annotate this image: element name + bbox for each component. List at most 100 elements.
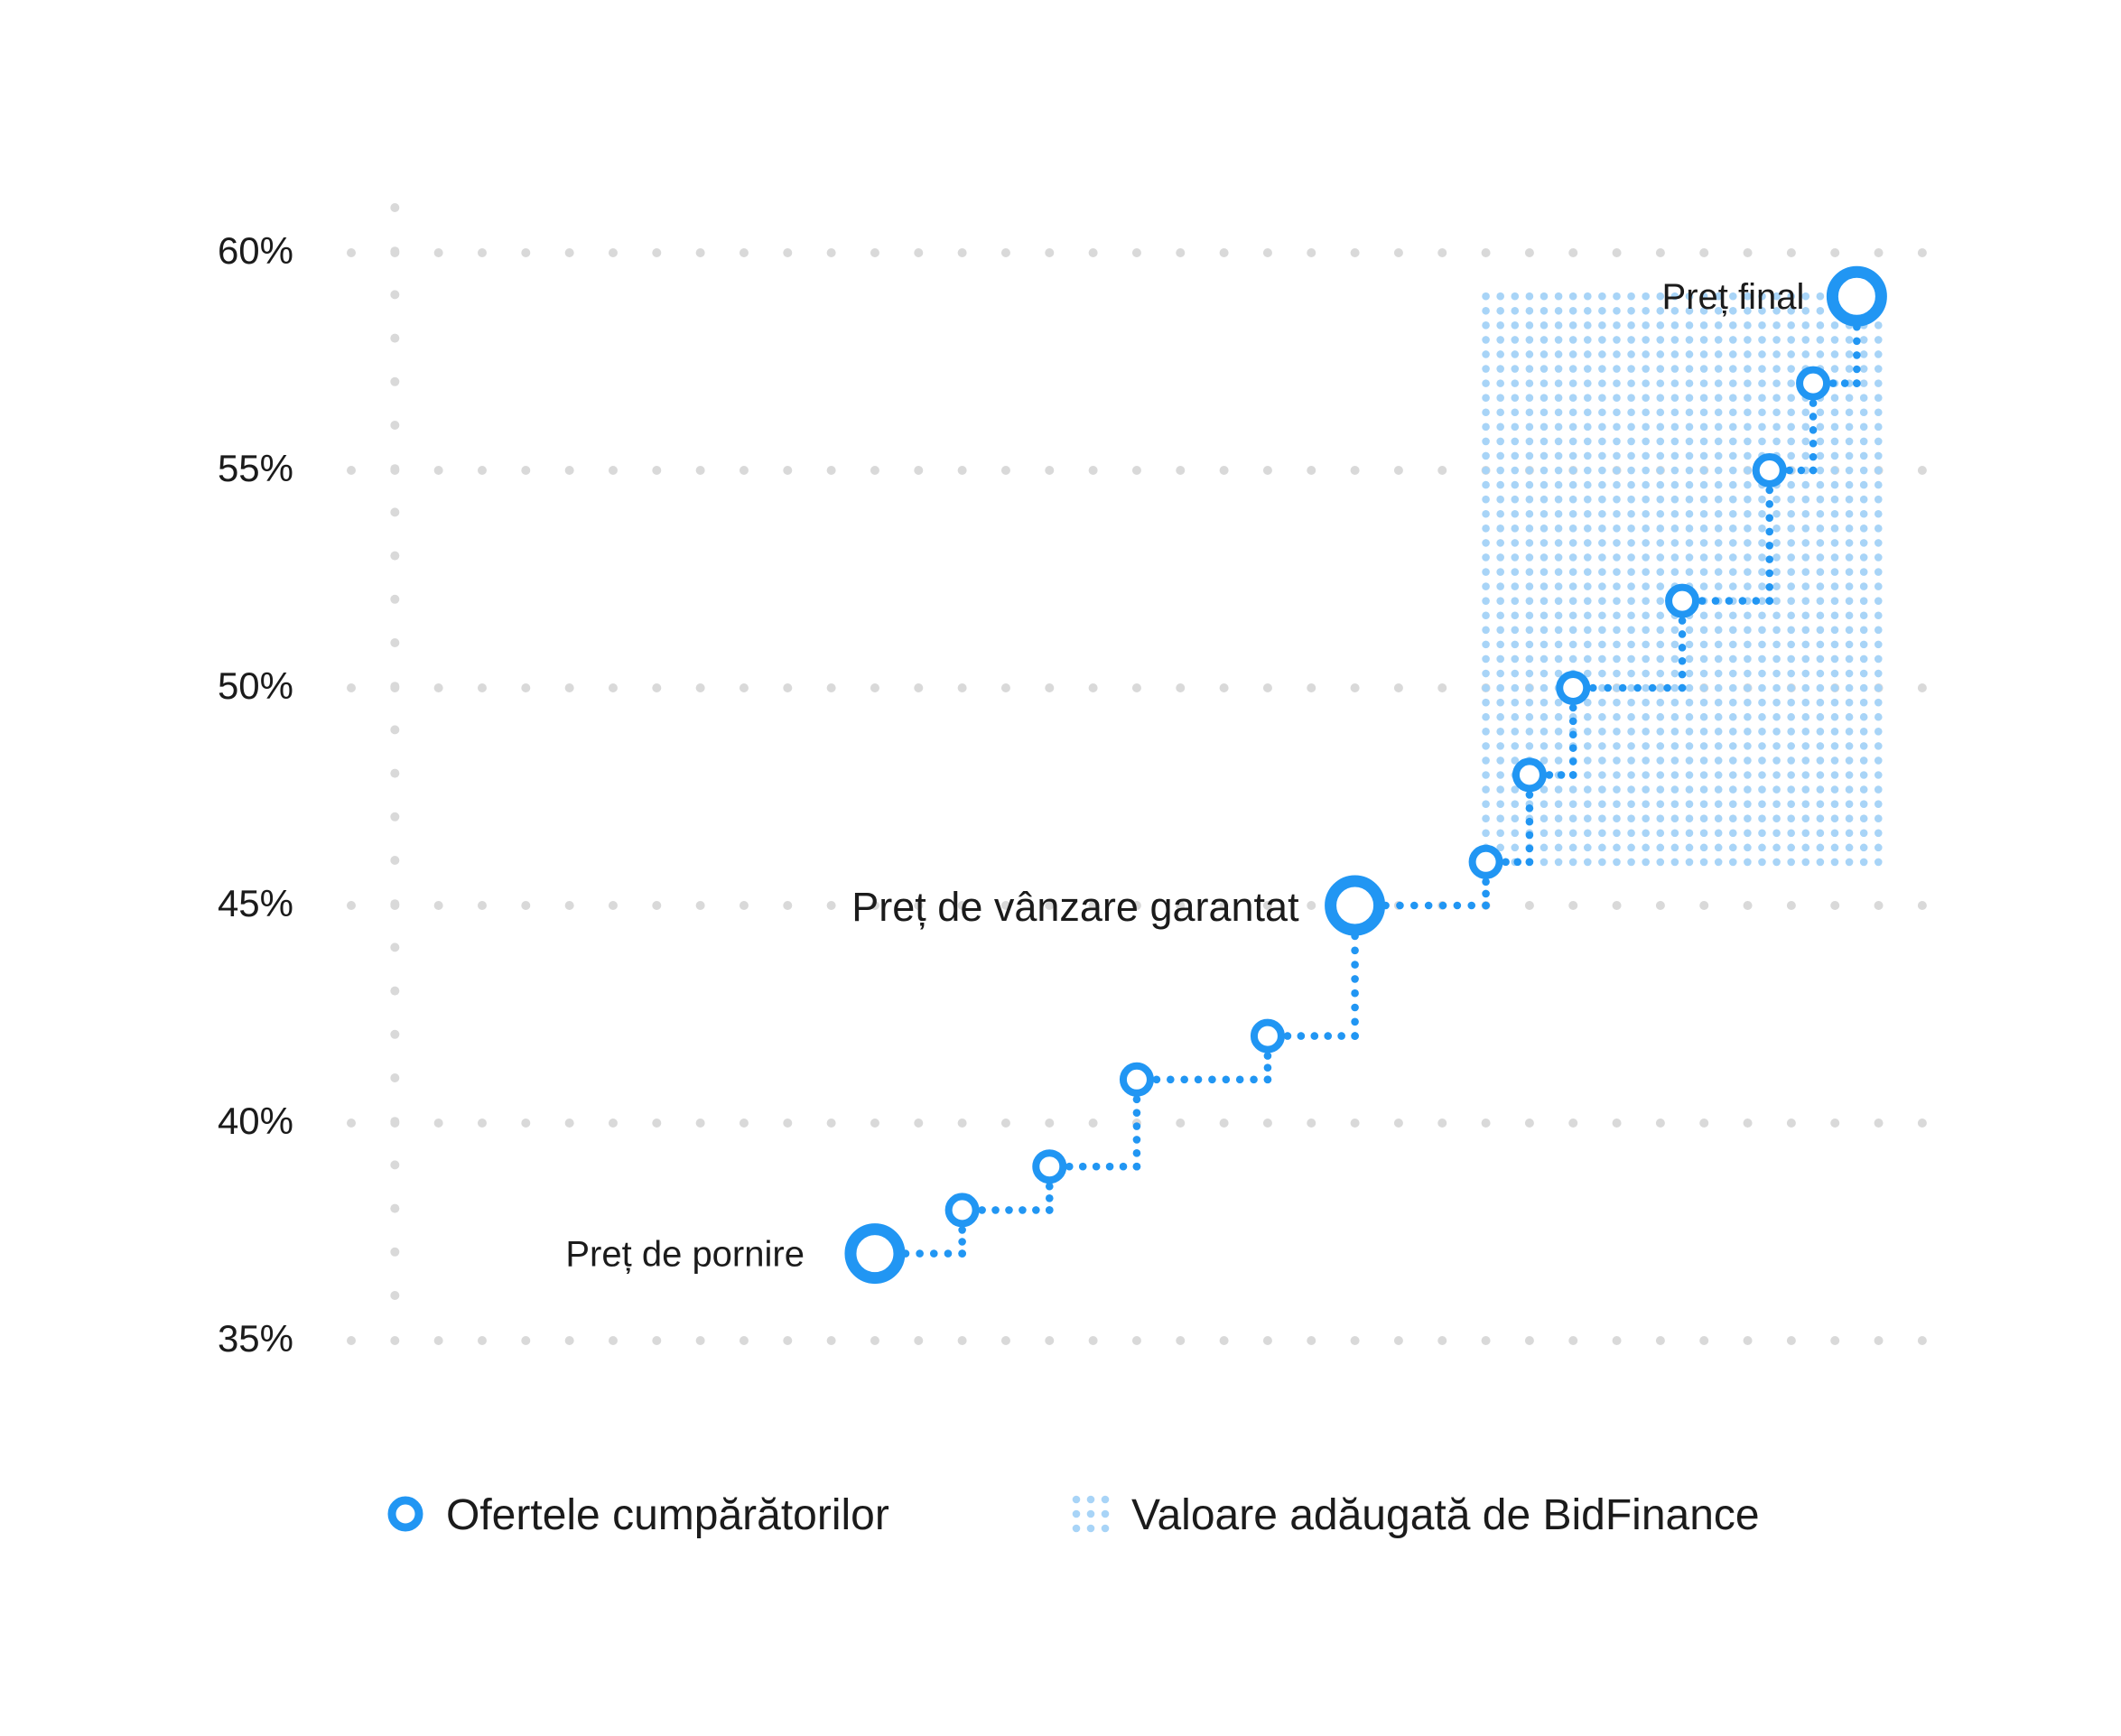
region-dot <box>1511 785 1520 794</box>
region-dot <box>1801 800 1810 808</box>
region-dot <box>1540 321 1549 330</box>
annotation-guaranteed-price: Preț de vânzare garantat <box>851 884 1299 930</box>
region-dot <box>1670 858 1679 867</box>
region-dot <box>1627 712 1635 721</box>
region-dot <box>1699 654 1708 664</box>
grid-dot <box>826 1336 836 1345</box>
region-dot <box>1642 757 1650 765</box>
region-dot <box>1728 611 1737 620</box>
connector-dot <box>991 1206 1000 1214</box>
region-dot <box>1656 728 1665 736</box>
region-dot <box>1699 568 1708 576</box>
region-dot <box>1554 422 1563 432</box>
region-dot <box>1482 683 1490 692</box>
grid-dot <box>1219 466 1229 475</box>
region-dot <box>1772 495 1781 504</box>
region-dot <box>1699 379 1708 387</box>
region-dot <box>1758 728 1766 736</box>
region-dot <box>1787 742 1795 750</box>
grid-dot <box>1786 248 1796 257</box>
region-dot <box>1830 321 1839 330</box>
connector-dot <box>1809 399 1818 407</box>
region-dot <box>1583 712 1592 721</box>
connector-dot <box>1453 901 1462 910</box>
connector-dot <box>1568 771 1577 779</box>
region-dot <box>1830 394 1839 402</box>
region-dot <box>1568 422 1577 432</box>
added-value-region <box>1482 292 1883 867</box>
region-dot <box>1554 800 1563 808</box>
grid-dot <box>1830 248 1840 257</box>
region-dot <box>1511 728 1520 736</box>
connector-dot <box>1092 1162 1101 1171</box>
grid-dot <box>1655 901 1665 910</box>
connector-dot <box>1568 757 1577 766</box>
region-dot <box>1598 626 1606 635</box>
region-dot <box>1656 742 1665 750</box>
connector-dot <box>1853 337 1861 346</box>
region-dot <box>1525 683 1534 692</box>
region-dot <box>1830 669 1839 678</box>
region-dot <box>1496 394 1504 402</box>
grid-dot <box>1000 248 1010 257</box>
connector-dot <box>1797 466 1806 475</box>
region-dot <box>1482 480 1490 489</box>
region-dot <box>1554 640 1563 649</box>
grid-dot <box>347 466 356 475</box>
region-dot <box>1874 698 1883 707</box>
region-dot <box>1685 698 1694 707</box>
grid-dot <box>652 683 662 692</box>
region-dot <box>1744 568 1752 576</box>
region-dot <box>1714 495 1723 504</box>
region-dot <box>1787 321 1795 330</box>
grid-dot <box>1874 1336 1884 1345</box>
region-dot <box>1670 553 1679 562</box>
region-dot <box>1845 843 1854 852</box>
connector-dot <box>1809 452 1818 461</box>
offer-points <box>844 265 1887 1285</box>
region-dot <box>1598 365 1606 373</box>
region-dot <box>1685 800 1694 808</box>
region-dot <box>1656 480 1665 489</box>
region-dot <box>1845 800 1854 808</box>
region-dot <box>1656 843 1665 852</box>
connector-dot <box>1785 466 1794 475</box>
axis-dot <box>390 594 400 604</box>
region-dot <box>1540 480 1549 489</box>
region-dot <box>1554 539 1563 547</box>
region-dot <box>1714 437 1723 446</box>
region-dot <box>1816 480 1825 489</box>
grid-dot <box>1219 901 1229 910</box>
region-dot <box>1816 669 1825 678</box>
region-dot <box>1874 712 1883 721</box>
region-dot <box>1787 365 1795 373</box>
region-dot <box>1540 582 1549 590</box>
region-dot <box>1598 568 1606 576</box>
grid-dot <box>1045 466 1055 475</box>
region-dot <box>1554 408 1563 417</box>
region-dot <box>1583 728 1592 736</box>
region-dot <box>1496 843 1504 852</box>
region-dot <box>1728 321 1737 330</box>
grid-dot <box>739 466 749 475</box>
region-dot <box>1511 800 1520 808</box>
region-dot <box>1699 350 1708 358</box>
region-dot <box>1670 379 1679 387</box>
legend-dot <box>1072 1509 1081 1518</box>
region-dot <box>1568 365 1577 373</box>
region-dot <box>1642 394 1650 402</box>
grid-dot <box>521 683 531 692</box>
region-dot <box>1670 306 1679 315</box>
region-dot <box>1874 785 1883 794</box>
grid-dot <box>1699 901 1709 910</box>
region-dot <box>1598 451 1606 460</box>
region-dot <box>1540 712 1549 721</box>
region-dot <box>1540 539 1549 547</box>
region-dot <box>1656 829 1665 838</box>
grid-dot <box>1830 1119 1840 1128</box>
region-dot <box>1728 582 1737 590</box>
region-dot <box>1583 480 1592 489</box>
connector-dot <box>1568 744 1577 752</box>
region-dot <box>1874 597 1883 605</box>
